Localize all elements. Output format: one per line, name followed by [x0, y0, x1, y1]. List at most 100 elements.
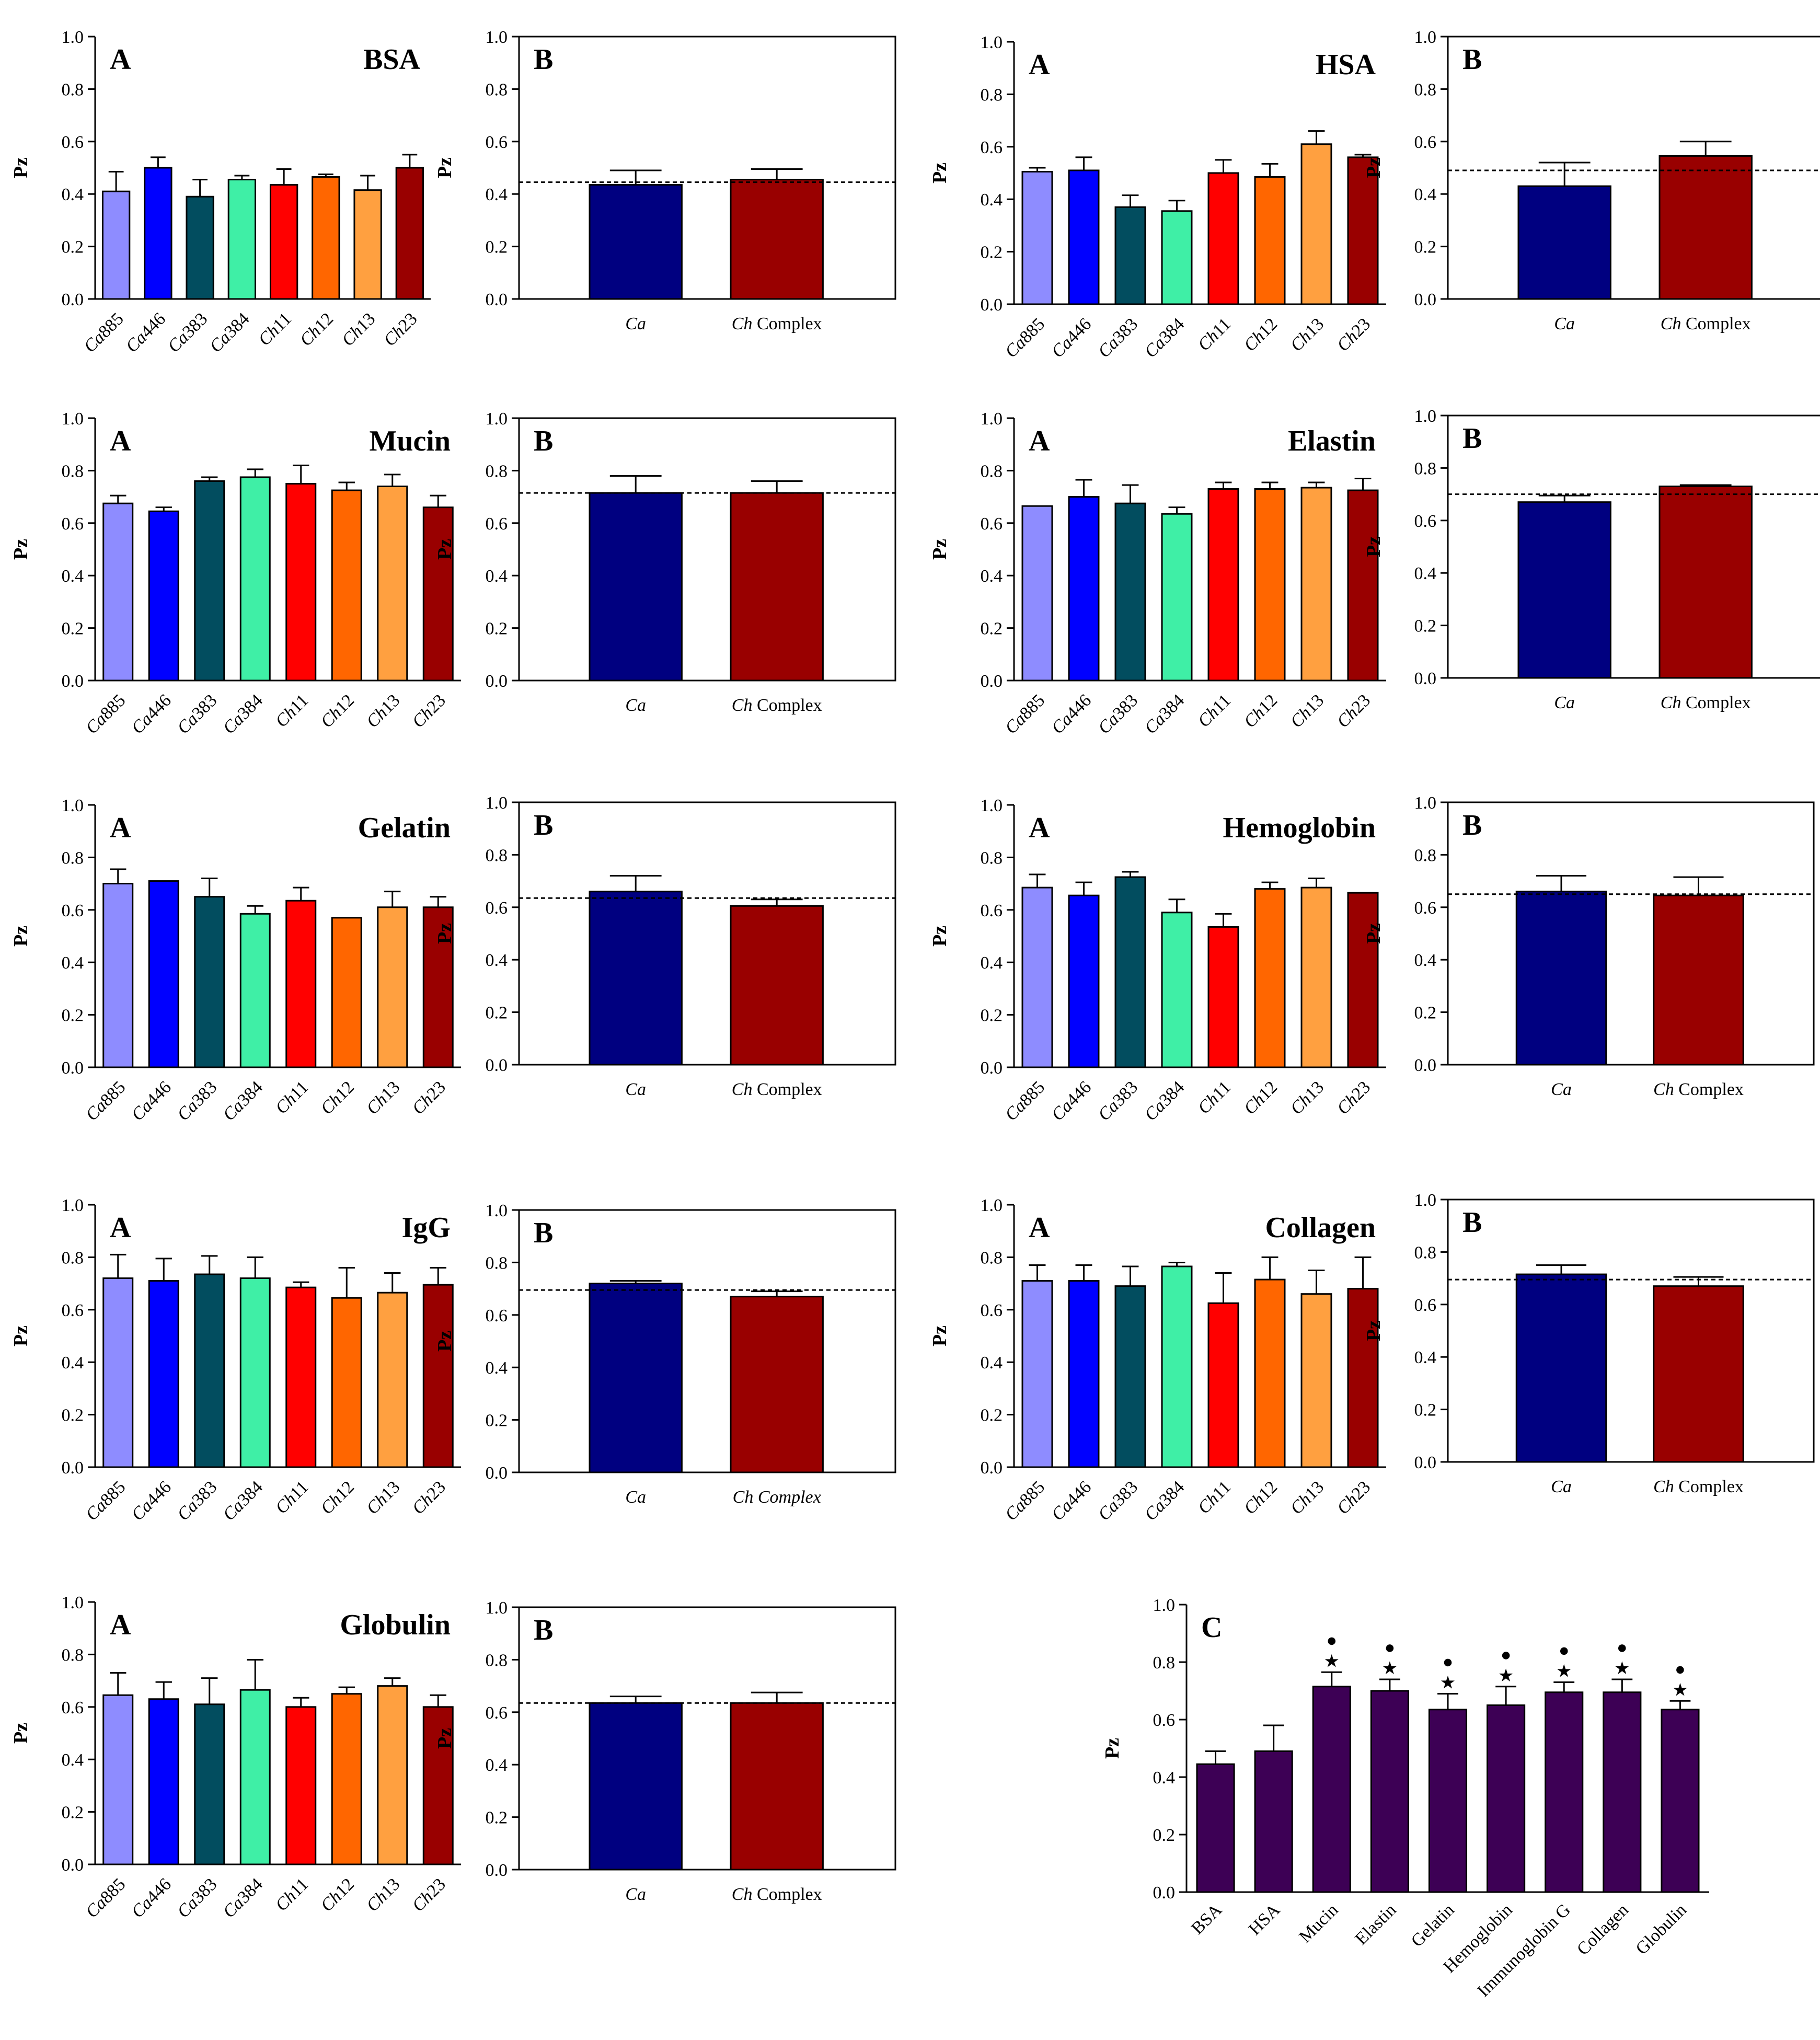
- x-tick-label-group-ca-italic: Ca: [1551, 1080, 1572, 1099]
- x-tick-label-ca383: Ca383: [174, 1077, 221, 1124]
- x-tick-label-ch11: Ch11: [272, 1874, 312, 1915]
- x-tick-label-ca446: Ca446: [128, 1477, 175, 1524]
- x-tick-label-ch11: Ch11: [1194, 314, 1235, 354]
- x-tick-label-ch12: Ch12: [317, 1077, 358, 1118]
- y-tick-label: 0.4: [62, 1353, 84, 1373]
- y-tick-label: 0.8: [62, 462, 84, 481]
- significance-star: ★: [1556, 1662, 1572, 1681]
- y-tick-label: 0.0: [981, 1058, 1003, 1078]
- x-tick-label-group-ch-complex-rest: Complex: [752, 1080, 822, 1099]
- significance-dot: ●: [1327, 1631, 1338, 1650]
- x-tick-label-group-ch-complex-rest: Complex: [1674, 1477, 1744, 1496]
- x-tick-label-ch13: Ch13: [363, 1874, 404, 1915]
- y-tick-label: 0.6: [486, 1703, 508, 1723]
- y-tick-label: 0.4: [981, 953, 1003, 973]
- x-tick-label-group-ch-complex-rest: Complex: [752, 696, 822, 715]
- x-tick-label-ca383: Ca383: [174, 1874, 221, 1921]
- x-tick-label-group-ca-italic: Ca: [625, 696, 646, 715]
- bar: [1207, 172, 1239, 305]
- panel-letter: B: [1462, 422, 1482, 455]
- bar: [377, 486, 408, 682]
- panel-letter: A: [110, 1212, 131, 1244]
- y-tick-label: 0.0: [486, 672, 508, 691]
- bar: [1114, 876, 1146, 1068]
- bar: [730, 1296, 824, 1473]
- x-tick-label-group-ch-complex-rest: Complex: [1674, 1080, 1744, 1099]
- y-tick-label: 1.0: [486, 793, 508, 813]
- bar: [194, 480, 225, 682]
- y-tick-label: 0.4: [62, 953, 84, 973]
- x-tick-label-ch23: Ch23: [1333, 690, 1374, 731]
- y-tick-label: 1.0: [1414, 28, 1437, 47]
- y-tick-label: 0.2: [486, 238, 508, 257]
- y-tick-label: 0.6: [486, 898, 508, 918]
- panel-letter: B: [1462, 43, 1482, 76]
- y-tick-label: 0.2: [486, 1411, 508, 1431]
- y-tick-label: 1.0: [62, 1593, 84, 1612]
- y-tick-label: 0.8: [62, 1645, 84, 1665]
- bar: [194, 1703, 225, 1865]
- y-tick-label: 1.0: [981, 33, 1003, 52]
- y-tick-label: 0.2: [62, 1006, 84, 1025]
- y-tick-label: 0.6: [62, 133, 84, 152]
- protein-title: Collagen: [1265, 1212, 1376, 1244]
- bar: [1347, 156, 1379, 305]
- y-tick-label: 0.4: [981, 190, 1003, 210]
- y-tick-label: 1.0: [981, 1196, 1003, 1215]
- x-tick-label-ch11: Ch11: [255, 309, 295, 349]
- x-tick-label-group-ca: Ca: [1551, 1080, 1572, 1099]
- bar: [1312, 1686, 1351, 1893]
- chart-collagen-b: 0.0 0.2 0.4 0.6 0.8 1.0 Pz B Ca Ch Complex: [1363, 1191, 1815, 1496]
- y-axis-label: Pz: [434, 923, 456, 944]
- x-tick-label-group-ch-complex: Ch Complex: [1661, 693, 1751, 712]
- bar: [1021, 886, 1053, 1068]
- x-tick-label-ch23: Ch23: [1333, 1477, 1374, 1518]
- chart-bsa-b: 0.0 0.2 0.4 0.6 0.8 1.0 Pz B Ca Ch Complex: [434, 28, 896, 333]
- bar: [1254, 1278, 1286, 1468]
- bar: [331, 917, 362, 1068]
- y-tick-label: 0.6: [981, 514, 1003, 534]
- y-tick-label: 0.8: [486, 1253, 508, 1273]
- bar: [1661, 1709, 1700, 1893]
- bar: [331, 489, 362, 682]
- x-tick-label-hsa: HSA: [1245, 1900, 1284, 1939]
- y-tick-label: 0.4: [1414, 1348, 1437, 1367]
- y-tick-label: 0.2: [981, 1006, 1003, 1025]
- chart-gelatin-b: 0.0 0.2 0.4 0.6 0.8 1.0 Pz B Ca Ch Complex: [434, 793, 896, 1099]
- panel-letter: B: [534, 425, 553, 457]
- x-tick-label-group-ch-complex-rest: Complex: [752, 1885, 822, 1904]
- significance-star: ★: [1672, 1680, 1688, 1700]
- bar: [1658, 486, 1753, 679]
- chart-mucin-b: 0.0 0.2 0.4 0.6 0.8 1.0 Pz B Ca Ch Complex: [434, 409, 896, 715]
- y-axis-label: Pz: [434, 539, 456, 560]
- x-tick-label-ch11: Ch11: [272, 1477, 312, 1517]
- x-tick-label-group-ca-italic: Ca: [625, 1080, 646, 1099]
- panel-letter: A: [110, 43, 131, 76]
- y-tick-label: 0.0: [62, 1855, 84, 1875]
- x-tick-label-ca384: Ca384: [1141, 690, 1188, 737]
- y-tick-label: 0.0: [486, 1463, 508, 1483]
- bar: [1300, 487, 1332, 682]
- y-axis-label: Pz: [929, 539, 951, 560]
- x-tick-label-ch12: Ch12: [1240, 1077, 1281, 1118]
- x-tick-label-ch23: Ch23: [1333, 314, 1374, 355]
- y-tick-label: 0.0: [62, 290, 84, 309]
- y-tick-label: 0.0: [1414, 290, 1437, 309]
- bar: [148, 1280, 179, 1468]
- plot-frame: [1447, 414, 1820, 679]
- bar: [1653, 894, 1744, 1066]
- x-tick-label-ch12: Ch12: [1240, 690, 1281, 731]
- bar: [148, 880, 179, 1068]
- panel-letter: A: [1029, 1212, 1050, 1244]
- y-axis-label: Pz: [10, 926, 32, 947]
- y-tick-label: 0.2: [1414, 1004, 1437, 1023]
- panel-letter: C: [1201, 1611, 1222, 1644]
- panel-letter: B: [534, 43, 553, 76]
- bar: [1653, 1285, 1744, 1463]
- protein-title: Elastin: [1288, 425, 1376, 457]
- x-tick-label-ch11: Ch11: [272, 1077, 312, 1117]
- x-tick-label-mucin: Mucin: [1295, 1900, 1342, 1946]
